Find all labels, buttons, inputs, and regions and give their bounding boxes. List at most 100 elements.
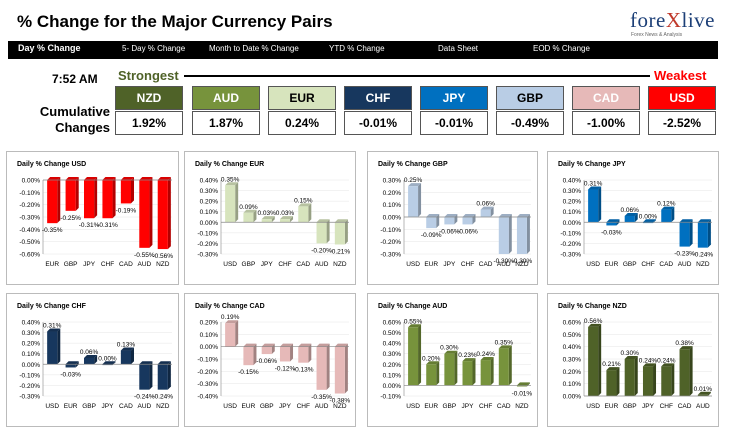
data-label: -0.38% bbox=[330, 398, 351, 405]
x-tick-label: GBP bbox=[242, 261, 256, 268]
x-tick-label: EUR bbox=[45, 261, 59, 268]
x-tick-label: CAD bbox=[296, 261, 310, 268]
y-tick-label: -0.30% bbox=[19, 215, 40, 222]
data-label: -0.24% bbox=[134, 394, 155, 401]
currency-box-aud: AUD bbox=[192, 86, 260, 110]
weakest-label: Weakest bbox=[654, 68, 707, 83]
x-tick-label: USD bbox=[586, 403, 600, 410]
bar-jpy bbox=[84, 177, 98, 219]
y-tick-label: -0.20% bbox=[197, 241, 218, 248]
currency-change-jpy: -0.01% bbox=[420, 111, 488, 135]
currency-change-aud: 1.87% bbox=[192, 111, 260, 135]
x-tick-label: GBP bbox=[82, 403, 96, 410]
y-tick-label: 0.20% bbox=[563, 369, 582, 376]
x-tick-label: NZD bbox=[156, 403, 170, 410]
data-label: -0.06% bbox=[256, 358, 277, 365]
x-tick-label: CHF bbox=[641, 261, 654, 268]
currency-box-gbp: GBP bbox=[496, 86, 564, 110]
tab-eod-change[interactable]: EOD % Change bbox=[533, 44, 590, 53]
x-tick-label: AUD bbox=[137, 261, 151, 268]
x-tick-label: JPY bbox=[83, 261, 96, 268]
bar-chf bbox=[279, 216, 294, 223]
x-tick-label: EUR bbox=[424, 403, 438, 410]
y-tick-label: -0.10% bbox=[197, 230, 218, 237]
y-tick-label: 0.20% bbox=[383, 190, 402, 197]
tab-ytd-change[interactable]: YTD % Change bbox=[329, 44, 385, 53]
y-tick-label: 0.50% bbox=[383, 330, 402, 337]
x-tick-label: AUD bbox=[497, 261, 511, 268]
y-tick-label: -0.10% bbox=[197, 357, 218, 364]
data-label: -0.06% bbox=[439, 228, 460, 235]
forexlive-logo[interactable]: foreXlive Forex News & Analysis bbox=[626, 6, 720, 40]
currency-change-cad: -1.00% bbox=[572, 111, 640, 135]
x-tick-label: GBP bbox=[64, 261, 78, 268]
bar-nzd bbox=[697, 219, 711, 248]
tab-month-to-date-change[interactable]: Month to Date % Change bbox=[209, 44, 299, 53]
x-tick-label: USD bbox=[223, 261, 237, 268]
data-label: -0.01% bbox=[512, 390, 533, 397]
chart-title-chf: Daily % Change CHF bbox=[17, 303, 87, 310]
y-tick-label: -0.40% bbox=[197, 394, 218, 401]
data-label: -0.31% bbox=[79, 222, 100, 229]
x-tick-label: GBP bbox=[623, 261, 637, 268]
x-tick-label: NZD bbox=[696, 261, 710, 268]
y-tick-label: -0.10% bbox=[560, 230, 581, 237]
x-tick-label: CAD bbox=[119, 261, 133, 268]
y-tick-label: -0.30% bbox=[197, 381, 218, 388]
y-tick-label: 0.00% bbox=[200, 220, 219, 227]
bar-usd bbox=[225, 320, 239, 347]
y-tick-label: -0.20% bbox=[19, 383, 40, 390]
data-label: -0.13% bbox=[293, 367, 314, 374]
x-tick-label: NZD bbox=[333, 403, 347, 410]
x-tick-label: JPY bbox=[279, 403, 292, 410]
data-label: 0.15% bbox=[294, 197, 313, 204]
tab-data-sheet[interactable]: Data Sheet bbox=[438, 44, 479, 53]
y-tick-label: 0.20% bbox=[383, 362, 402, 369]
data-label: -0.23% bbox=[674, 251, 695, 258]
data-label: -0.15% bbox=[238, 369, 259, 376]
data-label: 0.06% bbox=[620, 207, 639, 214]
data-label: -0.30% bbox=[512, 258, 533, 265]
y-tick-label: 0.30% bbox=[563, 188, 582, 195]
x-tick-label: EUR bbox=[605, 261, 619, 268]
tab-5day-change[interactable]: 5- Day % Change bbox=[122, 44, 186, 53]
timestamp: 7:52 AM bbox=[52, 72, 98, 86]
chart-title-jpy: Daily % Change JPY bbox=[558, 161, 626, 168]
data-label: 0.30% bbox=[440, 345, 459, 352]
chart-title-usd: Daily % Change USD bbox=[17, 161, 86, 168]
y-tick-label: 0.30% bbox=[383, 178, 402, 185]
y-tick-label: 0.20% bbox=[200, 199, 219, 206]
y-tick-label: 0.40% bbox=[383, 341, 402, 348]
bar-jpy bbox=[444, 214, 458, 225]
bar-eur bbox=[243, 343, 257, 366]
logo-wordmark: foreXlive bbox=[630, 8, 715, 32]
y-tick-label: -0.60% bbox=[19, 252, 40, 259]
y-tick-label: 0.10% bbox=[200, 332, 219, 339]
bar-gbp bbox=[243, 209, 257, 223]
currency-box-cad: CAD bbox=[572, 86, 640, 110]
data-label: 0.03% bbox=[276, 210, 295, 217]
bar-cad bbox=[661, 206, 675, 223]
x-tick-label: NZD bbox=[515, 261, 529, 268]
x-tick-label: NZD bbox=[515, 403, 529, 410]
bar-nzd bbox=[516, 214, 530, 254]
tab-day-change[interactable]: Day % Change bbox=[18, 43, 81, 53]
data-label: -0.55% bbox=[134, 252, 155, 259]
bar-gbp bbox=[624, 212, 638, 223]
nav-bar: Day % Change 5- Day % Change Month to Da… bbox=[8, 41, 718, 59]
y-tick-label: 0.30% bbox=[563, 357, 582, 364]
x-tick-label: GBP bbox=[623, 403, 637, 410]
chart-panel-cad: Daily % Change CAD 0.20% 0.10% 0.00% -0.10% -… bbox=[184, 293, 356, 427]
bar-jpy bbox=[642, 363, 657, 396]
y-tick-label: 0.40% bbox=[22, 320, 41, 327]
currency-change-chf: -0.01% bbox=[344, 111, 412, 135]
x-tick-label: AUD bbox=[315, 261, 329, 268]
bar-cad bbox=[679, 346, 693, 396]
x-tick-label: CHF bbox=[660, 403, 673, 410]
bar-nzd bbox=[157, 177, 171, 250]
x-tick-label: GBP bbox=[260, 403, 274, 410]
y-tick-label: -0.30% bbox=[380, 252, 401, 259]
x-tick-label: USD bbox=[586, 261, 600, 268]
x-tick-label: CAD bbox=[119, 403, 133, 410]
bar-jpy bbox=[279, 343, 294, 362]
